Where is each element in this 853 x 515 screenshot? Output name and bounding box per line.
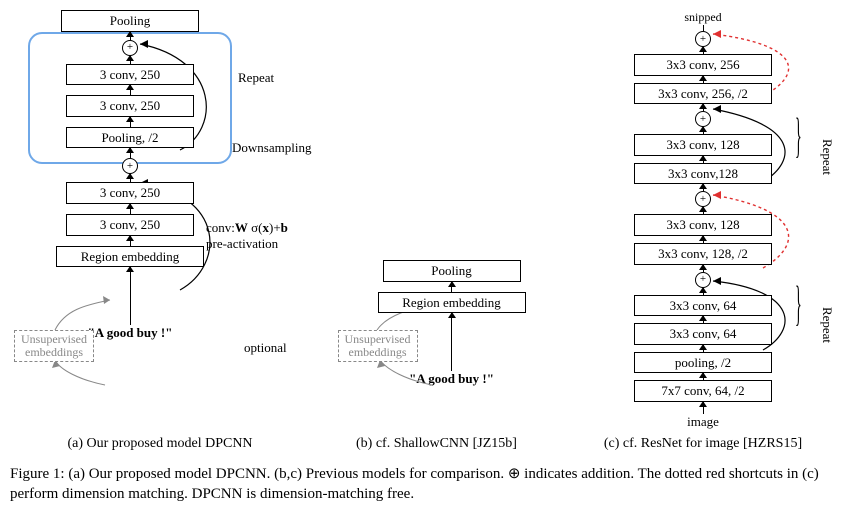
arrow	[703, 265, 704, 272]
plus-icon: +	[695, 272, 711, 288]
box-unsup-a: Unsupervised embeddings	[14, 330, 94, 362]
annot-repeat: Repeat	[238, 70, 274, 86]
snipped-label: snipped	[684, 10, 721, 25]
arrow	[451, 282, 452, 292]
arrow	[703, 373, 704, 380]
box-pool-top: Pooling	[61, 10, 199, 32]
box-c1: pooling, /2	[634, 352, 772, 374]
arrow	[130, 174, 131, 182]
box-conv3: 3 conv, 250	[66, 95, 194, 117]
box-c9: 3x3 conv, 256	[634, 54, 772, 76]
arrow	[130, 117, 131, 127]
figure-caption: Figure 1: (a) Our proposed model DPCNN. …	[10, 464, 843, 505]
box-pool-b: Pooling	[383, 260, 521, 282]
sublabel-c: (c) cf. ResNet for image [HZRS15]	[604, 436, 802, 452]
annot-optional: optional	[244, 340, 287, 356]
arrow	[703, 156, 704, 163]
box-conv1: 3 conv, 250	[66, 214, 194, 236]
box-c6: 3x3 conv,128	[634, 163, 772, 185]
arrow	[130, 267, 131, 325]
box-conv2: 3 conv, 250	[66, 182, 194, 204]
box-pool-half: Pooling, /2	[66, 127, 194, 149]
arrow	[703, 207, 704, 214]
plus-icon: +	[122, 40, 138, 56]
figure-row: Pooling + 3 conv, 250 3 conv, 250 Poolin…	[10, 10, 843, 452]
arrow	[703, 47, 704, 54]
box-c7: 3x3 conv, 128	[634, 134, 772, 156]
plus-icon: +	[695, 191, 711, 207]
input-text-a: "A good buy !"	[88, 325, 173, 341]
annot-downsampling: Downsampling	[232, 140, 311, 156]
input-text-b: "A good buy !"	[409, 371, 494, 387]
box-c4: 3x3 conv, 128, /2	[634, 243, 772, 265]
box-c0: 7x7 conv, 64, /2	[634, 380, 772, 402]
col-b: Pooling Region embedding "A good buy !" …	[332, 260, 542, 452]
arrow	[703, 127, 704, 134]
arrow	[451, 313, 452, 371]
arrow	[130, 236, 131, 246]
arrow	[703, 345, 704, 352]
col-c: snipped + 3x3 conv, 256 3x3 conv, 256, /…	[563, 10, 843, 452]
box-c2: 3x3 conv, 64	[634, 323, 772, 345]
arrow	[703, 76, 704, 83]
box-unsup-b: Unsupervised embeddings	[338, 330, 418, 362]
arrow	[703, 316, 704, 323]
box-c5: 3x3 conv, 128	[634, 214, 772, 236]
arrow	[130, 148, 131, 158]
brace-repeat-upper: }Repeat	[795, 132, 845, 165]
box-region-b: Region embedding	[378, 292, 526, 314]
plus-icon: +	[695, 111, 711, 127]
box-c8: 3x3 conv, 256, /2	[634, 83, 772, 105]
arrow	[703, 236, 704, 243]
box-conv4: 3 conv, 250	[66, 64, 194, 86]
arrow	[703, 104, 704, 111]
arrow	[130, 85, 131, 95]
arrow	[130, 56, 131, 64]
arrow	[703, 184, 704, 191]
input-text-c: image	[687, 414, 719, 430]
arrow	[703, 288, 704, 295]
box-region: Region embedding	[56, 246, 204, 268]
plus-icon: +	[695, 31, 711, 47]
arrow	[703, 402, 704, 414]
arrow	[130, 204, 131, 214]
arrow	[130, 32, 131, 40]
box-c3: 3x3 conv, 64	[634, 295, 772, 317]
plus-icon: +	[122, 158, 138, 174]
sublabel-b: (b) cf. ShallowCNN [JZ15b]	[356, 436, 517, 452]
sublabel-a: (a) Our proposed model DPCNN	[67, 436, 252, 452]
annot-preact: conv:W σ(x)+bpre-activation	[206, 220, 288, 251]
brace-repeat-lower: }Repeat	[795, 300, 845, 333]
col-a: Pooling + 3 conv, 250 3 conv, 250 Poolin…	[10, 10, 310, 452]
